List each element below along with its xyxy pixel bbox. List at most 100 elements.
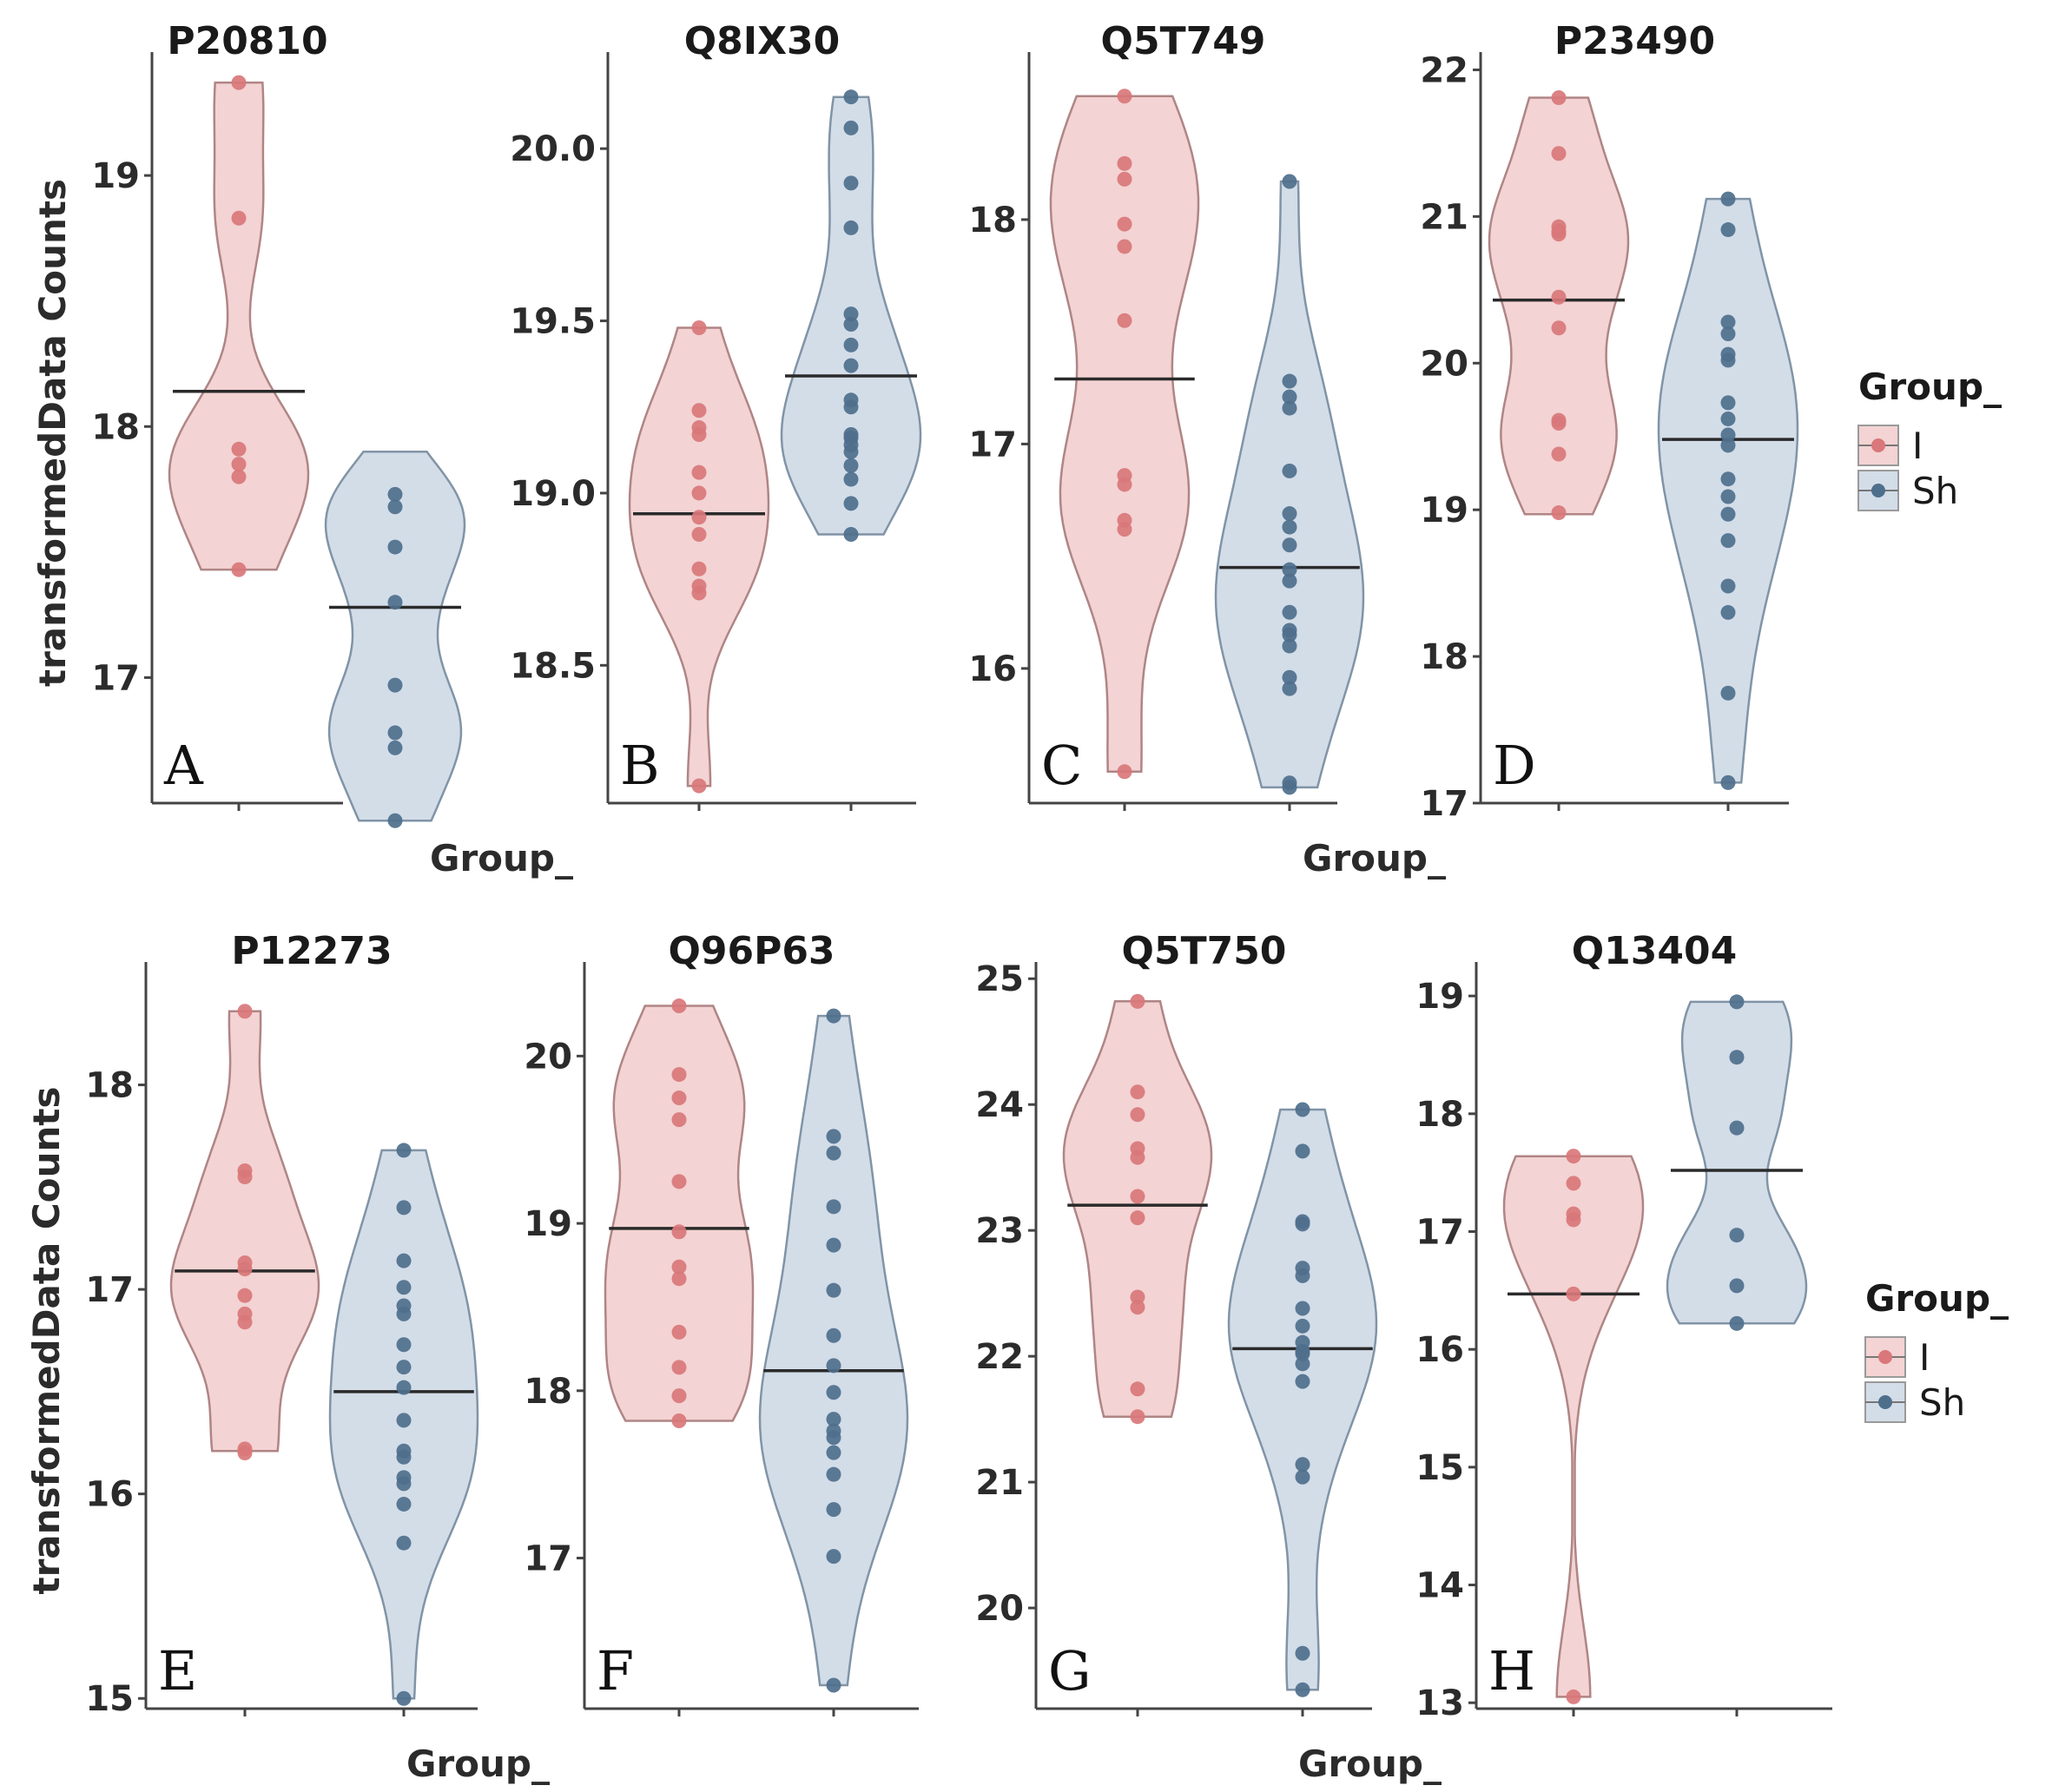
- panel-title: Q96P63: [668, 929, 835, 973]
- data-point-sh: [1282, 780, 1297, 795]
- data-point-i: [1130, 1210, 1145, 1226]
- data-point-i: [1551, 416, 1567, 432]
- data-point-i: [691, 778, 707, 794]
- data-point-i: [1130, 1150, 1145, 1165]
- legend-label-sh: Sh: [1912, 470, 1958, 512]
- data-point-sh: [1720, 395, 1736, 411]
- data-point-sh: [1282, 400, 1297, 416]
- data-point-sh: [843, 496, 859, 511]
- data-point-sh: [843, 444, 859, 459]
- data-point-i: [691, 485, 707, 501]
- y-tick-label: 16: [1415, 1330, 1464, 1370]
- data-point-sh: [396, 1200, 412, 1216]
- panel-letter: D: [1493, 734, 1536, 797]
- y-tick-label: 17: [1415, 1212, 1464, 1252]
- data-point-i: [671, 1360, 687, 1375]
- y-tick-label: 17: [1420, 784, 1468, 824]
- violin-i: [168, 81, 310, 571]
- data-point-sh: [1282, 389, 1297, 405]
- data-point-i: [1117, 313, 1132, 328]
- panel-d: P23490 17 18 19 20 21 22 Group_ D: [1303, 19, 1799, 880]
- legend-label-i: I: [1912, 425, 1923, 467]
- data-point-i: [671, 1259, 687, 1275]
- data-point-sh: [1720, 438, 1736, 453]
- data-point-sh: [826, 1282, 841, 1298]
- data-point-sh: [396, 1449, 412, 1465]
- violin-i: [1488, 96, 1630, 516]
- violin-i: [169, 1010, 320, 1453]
- data-point-i: [1551, 227, 1567, 242]
- data-point-i: [1566, 1176, 1581, 1191]
- data-point-sh: [396, 1253, 412, 1268]
- data-point-i: [1117, 239, 1132, 254]
- violin-sh: [758, 1014, 909, 1687]
- y-tick-label: 15: [85, 1679, 134, 1719]
- data-point-i: [237, 1262, 253, 1277]
- panel-letter: F: [597, 1639, 634, 1703]
- data-point-sh: [1720, 506, 1736, 522]
- data-point-sh: [826, 1445, 841, 1460]
- data-point-sh: [396, 1143, 412, 1158]
- panel-b: Q8IX30 18.5 19.0 19.5 20.0 Group_ B: [430, 19, 922, 880]
- data-point-i: [671, 1112, 687, 1128]
- data-point-sh: [843, 89, 859, 105]
- y-tick-label: 17: [968, 425, 1017, 464]
- data-point-sh: [1720, 685, 1736, 701]
- data-point-i: [1130, 993, 1145, 1009]
- data-point-sh: [387, 486, 403, 502]
- data-point-i: [691, 510, 707, 525]
- legend-top: Group_ ISh: [1857, 366, 2002, 512]
- data-point-i: [671, 1090, 687, 1106]
- data-point-i: [1117, 155, 1132, 171]
- violin-sh: [1214, 180, 1365, 789]
- data-point-i: [1130, 1381, 1145, 1397]
- panel-letter: B: [620, 734, 660, 797]
- data-point-sh: [1282, 562, 1297, 577]
- data-point-i: [691, 426, 707, 442]
- data-point-sh: [1295, 1268, 1310, 1283]
- violin-sh: [1666, 1000, 1808, 1325]
- data-point-sh: [1729, 1120, 1745, 1136]
- legend-title: Group_: [1865, 1277, 2009, 1320]
- x-axis-label: Group_: [1298, 1743, 1442, 1785]
- data-point-sh: [1282, 463, 1297, 478]
- data-point-sh: [396, 1413, 412, 1428]
- data-point-sh: [843, 337, 859, 352]
- data-point-sh: [1720, 314, 1736, 330]
- data-point-i: [671, 1067, 687, 1083]
- panel-letter: A: [163, 734, 204, 797]
- y-tick-label: 19.0: [510, 474, 596, 514]
- panel-letter: C: [1041, 734, 1082, 797]
- data-point-i: [231, 469, 247, 484]
- data-point-sh: [826, 1466, 841, 1482]
- data-point-i: [691, 464, 707, 480]
- data-point-sh: [843, 317, 859, 333]
- data-point-sh: [387, 539, 403, 555]
- data-point-sh: [1282, 638, 1297, 654]
- data-point-sh: [843, 306, 859, 322]
- data-point-sh: [1295, 1143, 1310, 1159]
- data-point-sh: [826, 1412, 841, 1427]
- data-point-sh: [826, 1199, 841, 1215]
- data-point-i: [231, 210, 247, 226]
- data-point-sh: [1295, 1301, 1310, 1316]
- data-point-sh: [396, 1380, 412, 1395]
- legend-bottom: Group_ ISh: [1864, 1277, 2009, 1424]
- panel-title: Q5T749: [1101, 19, 1266, 63]
- y-tick-label: 13: [1415, 1683, 1464, 1723]
- panel-c: Q5T749 16 17 18 C: [968, 19, 1365, 811]
- y-tick-label: 19.5: [510, 302, 596, 342]
- data-point-sh: [1729, 1315, 1745, 1331]
- data-point-i: [1551, 446, 1567, 462]
- y-tick-label: 25: [975, 959, 1024, 999]
- data-point-sh: [1729, 1278, 1745, 1294]
- y-tick-label: 15: [1415, 1448, 1464, 1488]
- y-axis-label: transformedData Counts: [31, 179, 74, 687]
- data-point-sh: [1295, 1469, 1310, 1485]
- y-tick-label: 19: [91, 156, 140, 196]
- data-point-sh: [826, 1502, 841, 1518]
- data-point-i: [671, 1271, 687, 1287]
- y-tick-label: 20: [1420, 344, 1468, 384]
- panel-title: Q13404: [1572, 929, 1737, 973]
- data-point-sh: [826, 1129, 841, 1144]
